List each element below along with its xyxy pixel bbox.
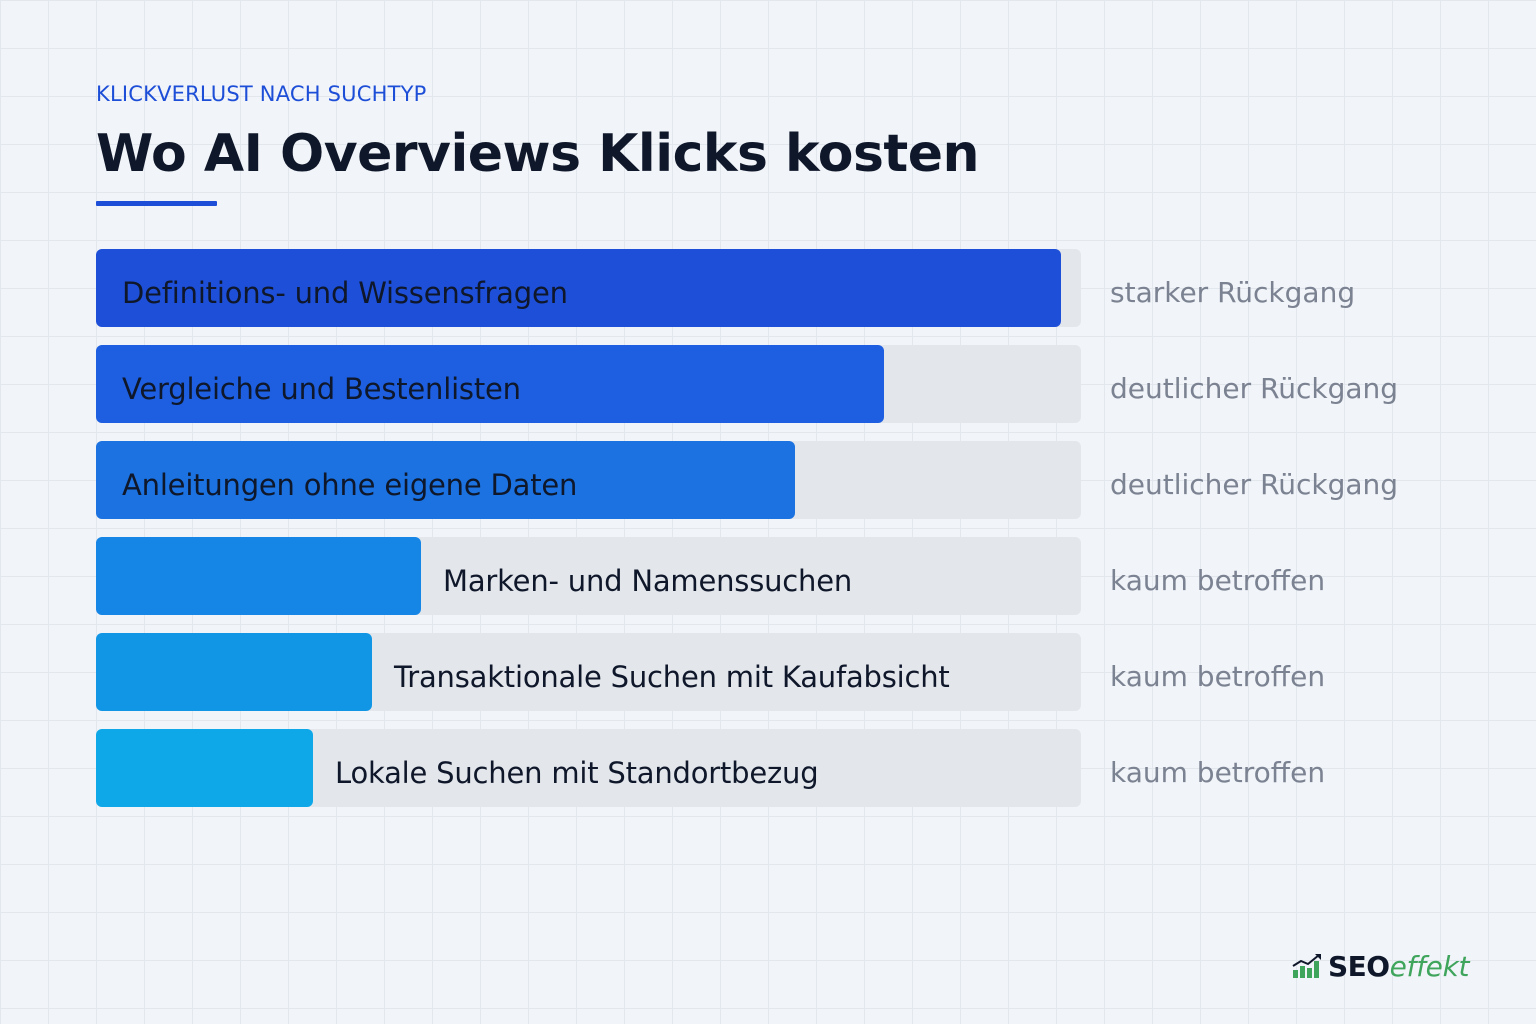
bar-fill (96, 537, 421, 615)
bar-label: Vergleiche und Bestenlisten (122, 372, 521, 406)
bar-fill (96, 249, 1061, 327)
title-underline (96, 201, 217, 206)
logo-text-seo: SEO (1328, 949, 1390, 983)
impact-label: starker Rückgang (1110, 276, 1356, 309)
bar-label: Definitions- und Wissensfragen (122, 276, 568, 310)
bar-label: Marken- und Namenssuchen (443, 564, 853, 598)
eyebrow-label: KLICKVERLUST NACH SUCHTYP (96, 82, 427, 106)
chart-title: Wo AI Overviews Klicks kosten (96, 124, 980, 184)
bar-fill (96, 729, 313, 807)
bar-label: Anleitungen ohne eigene Daten (122, 468, 578, 502)
impact-label: kaum betroffen (1110, 660, 1326, 693)
impact-label: kaum betroffen (1110, 564, 1326, 597)
impact-label: deutlicher Rückgang (1110, 372, 1399, 405)
impact-label: kaum betroffen (1110, 756, 1326, 789)
impact-label: deutlicher Rückgang (1110, 468, 1399, 501)
bar-fill (96, 345, 884, 423)
seoeffekt-logo: SEO effekt (1292, 948, 1469, 984)
bar-label: Transaktionale Suchen mit Kaufabsicht (394, 660, 950, 694)
bar-label: Lokale Suchen mit Standortbezug (335, 756, 819, 790)
logo-text-effekt: effekt (1389, 949, 1470, 983)
bar-fill (96, 441, 795, 519)
bar-fill (96, 633, 372, 711)
bar-chart-growth-icon (1292, 954, 1321, 978)
